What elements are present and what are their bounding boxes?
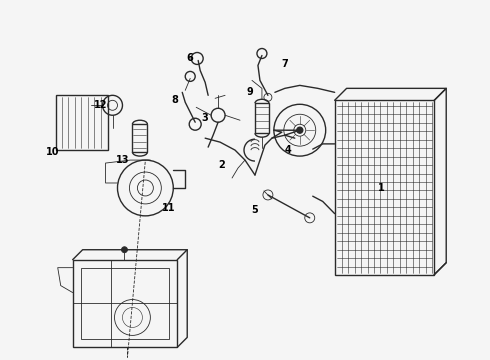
Bar <box>81 268 169 339</box>
Text: 13: 13 <box>116 155 129 165</box>
Text: 10: 10 <box>46 147 59 157</box>
Text: 7: 7 <box>281 59 288 69</box>
Text: 2: 2 <box>219 160 225 170</box>
Text: 12: 12 <box>94 100 107 110</box>
Text: 9: 9 <box>246 87 253 97</box>
Bar <box>56 95 107 150</box>
Text: 3: 3 <box>202 113 209 123</box>
Bar <box>335 100 434 275</box>
Circle shape <box>122 247 127 253</box>
Text: 8: 8 <box>172 95 179 105</box>
Text: 6: 6 <box>187 54 194 63</box>
Bar <box>132 124 147 152</box>
Text: 1: 1 <box>378 183 385 193</box>
Bar <box>255 103 269 133</box>
Text: 5: 5 <box>251 205 258 215</box>
Text: 11: 11 <box>162 203 175 213</box>
Circle shape <box>297 127 303 133</box>
Bar <box>73 260 177 347</box>
Text: 4: 4 <box>285 145 291 155</box>
